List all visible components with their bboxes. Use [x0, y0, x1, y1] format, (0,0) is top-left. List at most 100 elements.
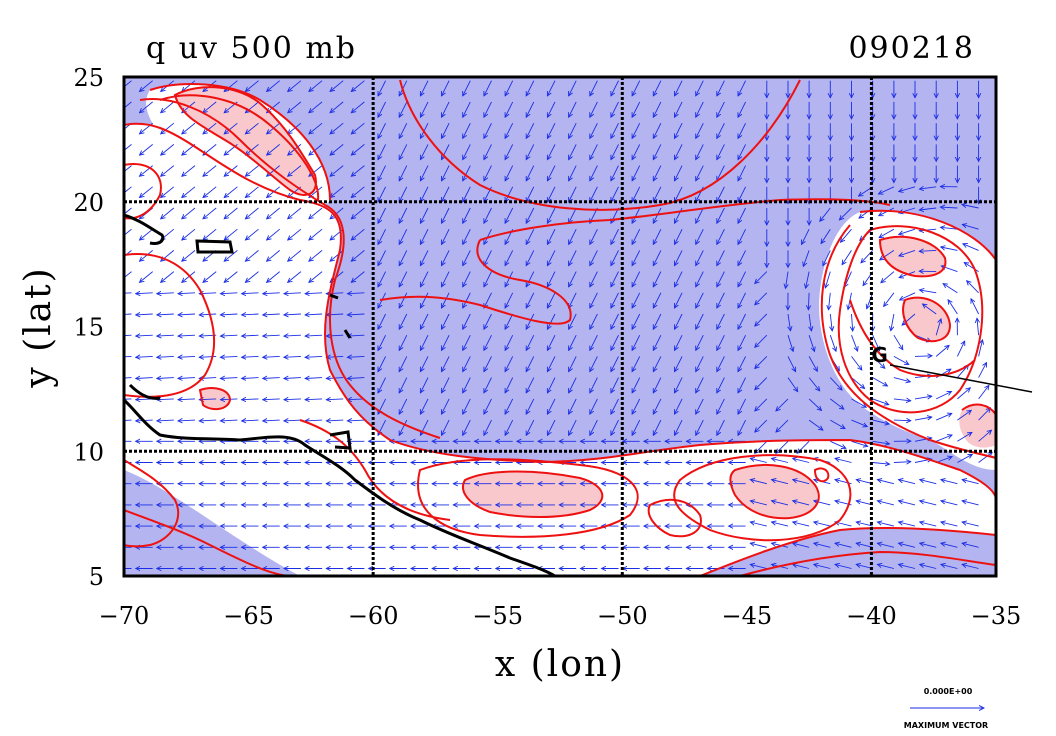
wind-vector	[547, 228, 556, 244]
wind-vector	[978, 452, 993, 463]
wind-vector	[872, 377, 888, 386]
wind-vector	[899, 501, 916, 506]
wind-vector	[284, 399, 301, 400]
wind-vector	[914, 417, 932, 421]
wind-vector	[788, 313, 791, 331]
wind-vector	[755, 334, 768, 347]
wind-vector	[284, 378, 301, 379]
wind-vector	[267, 271, 280, 283]
wind-vector	[755, 313, 768, 326]
wind-vector	[245, 186, 259, 198]
wind-vector	[399, 419, 408, 435]
x-tick-labels: −70 −65 −60 −55 −50 −45 −40 −35	[99, 602, 1022, 630]
wind-vector	[220, 378, 238, 379]
wind-vector	[653, 419, 662, 435]
wind-vector	[696, 101, 704, 117]
wind-vector	[717, 292, 725, 308]
wind-vector	[569, 80, 577, 96]
wind-vector	[877, 564, 895, 569]
wind-vector	[224, 250, 238, 261]
wind-vector	[962, 501, 979, 506]
wind-vector	[178, 420, 196, 421]
moist-peak-nw	[175, 87, 316, 195]
wind-vector	[420, 207, 429, 223]
wind-vector	[420, 313, 429, 329]
contour-line	[837, 225, 984, 414]
wind-vector	[245, 250, 259, 261]
wind-vector	[611, 122, 619, 138]
wind-vector	[284, 335, 301, 336]
wind-vector	[442, 313, 450, 329]
wind-vector	[825, 271, 831, 288]
wind-vector	[140, 80, 153, 92]
wind-vector	[738, 313, 747, 329]
wind-vector	[590, 398, 598, 414]
coastline-south-america	[124, 398, 556, 576]
wind-vector	[936, 413, 952, 421]
wind-vector	[399, 186, 408, 202]
wind-vector	[717, 398, 725, 414]
wind-vector	[717, 165, 725, 181]
y-tick-label: 25	[73, 64, 104, 92]
wind-vector	[611, 186, 619, 202]
wind-vector	[136, 356, 153, 357]
wind-vector	[305, 314, 323, 315]
wind-vector	[136, 378, 153, 379]
wind-vector	[161, 250, 175, 261]
wind-vector	[420, 250, 429, 265]
wind-vector	[852, 313, 853, 331]
y-tick-label: 10	[73, 438, 104, 466]
wind-vector	[463, 271, 471, 287]
wind-vector	[161, 144, 175, 155]
wind-vector	[420, 144, 429, 159]
wind-vector	[309, 101, 323, 113]
wind-vector	[717, 334, 725, 350]
wind-vector	[309, 271, 323, 283]
wind-vector	[505, 398, 514, 414]
wind-vector	[920, 290, 937, 293]
contour-line	[739, 550, 996, 576]
wind-vector	[590, 101, 598, 117]
wind-vector	[136, 314, 153, 315]
wind-vector	[378, 207, 387, 223]
wind-vector	[717, 186, 725, 202]
coastline-lesser-antilles-2	[343, 329, 352, 339]
wind-vector	[157, 420, 174, 421]
wind-vector	[914, 396, 932, 399]
wind-vector	[136, 335, 153, 336]
wind-vector	[590, 334, 598, 350]
wind-vector	[935, 345, 949, 357]
wind-vector	[611, 144, 619, 159]
wind-vector	[675, 101, 683, 117]
wind-vector	[399, 228, 408, 244]
wind-vector	[653, 292, 662, 308]
wind-vector	[124, 398, 132, 400]
wind-vector	[696, 144, 704, 159]
wind-vector	[755, 271, 768, 284]
wind-vector	[675, 271, 683, 287]
wind-vector	[484, 250, 492, 265]
wind-vector	[590, 165, 598, 181]
wind-vector	[284, 356, 301, 357]
wind-vector	[877, 480, 895, 485]
wind-vector	[347, 293, 365, 294]
wind-vector	[941, 227, 958, 229]
wind-vector	[284, 314, 301, 315]
wind-vector	[872, 335, 880, 351]
wind-vector	[203, 165, 217, 177]
contour-line	[124, 122, 996, 501]
wind-vector	[851, 335, 858, 351]
wind-vector	[330, 186, 344, 198]
wind-vector	[653, 271, 662, 287]
wind-vector	[547, 80, 556, 96]
wind-vector	[203, 186, 217, 198]
wind-vector	[326, 420, 344, 421]
wind-vector	[351, 165, 365, 177]
wind-vector	[675, 122, 683, 138]
y-tick-label: 15	[73, 314, 104, 342]
wind-vector	[829, 377, 842, 390]
wind-vector	[484, 144, 492, 159]
wind-vector	[830, 419, 845, 429]
wind-vector	[442, 122, 450, 138]
wind-vector	[442, 165, 450, 181]
